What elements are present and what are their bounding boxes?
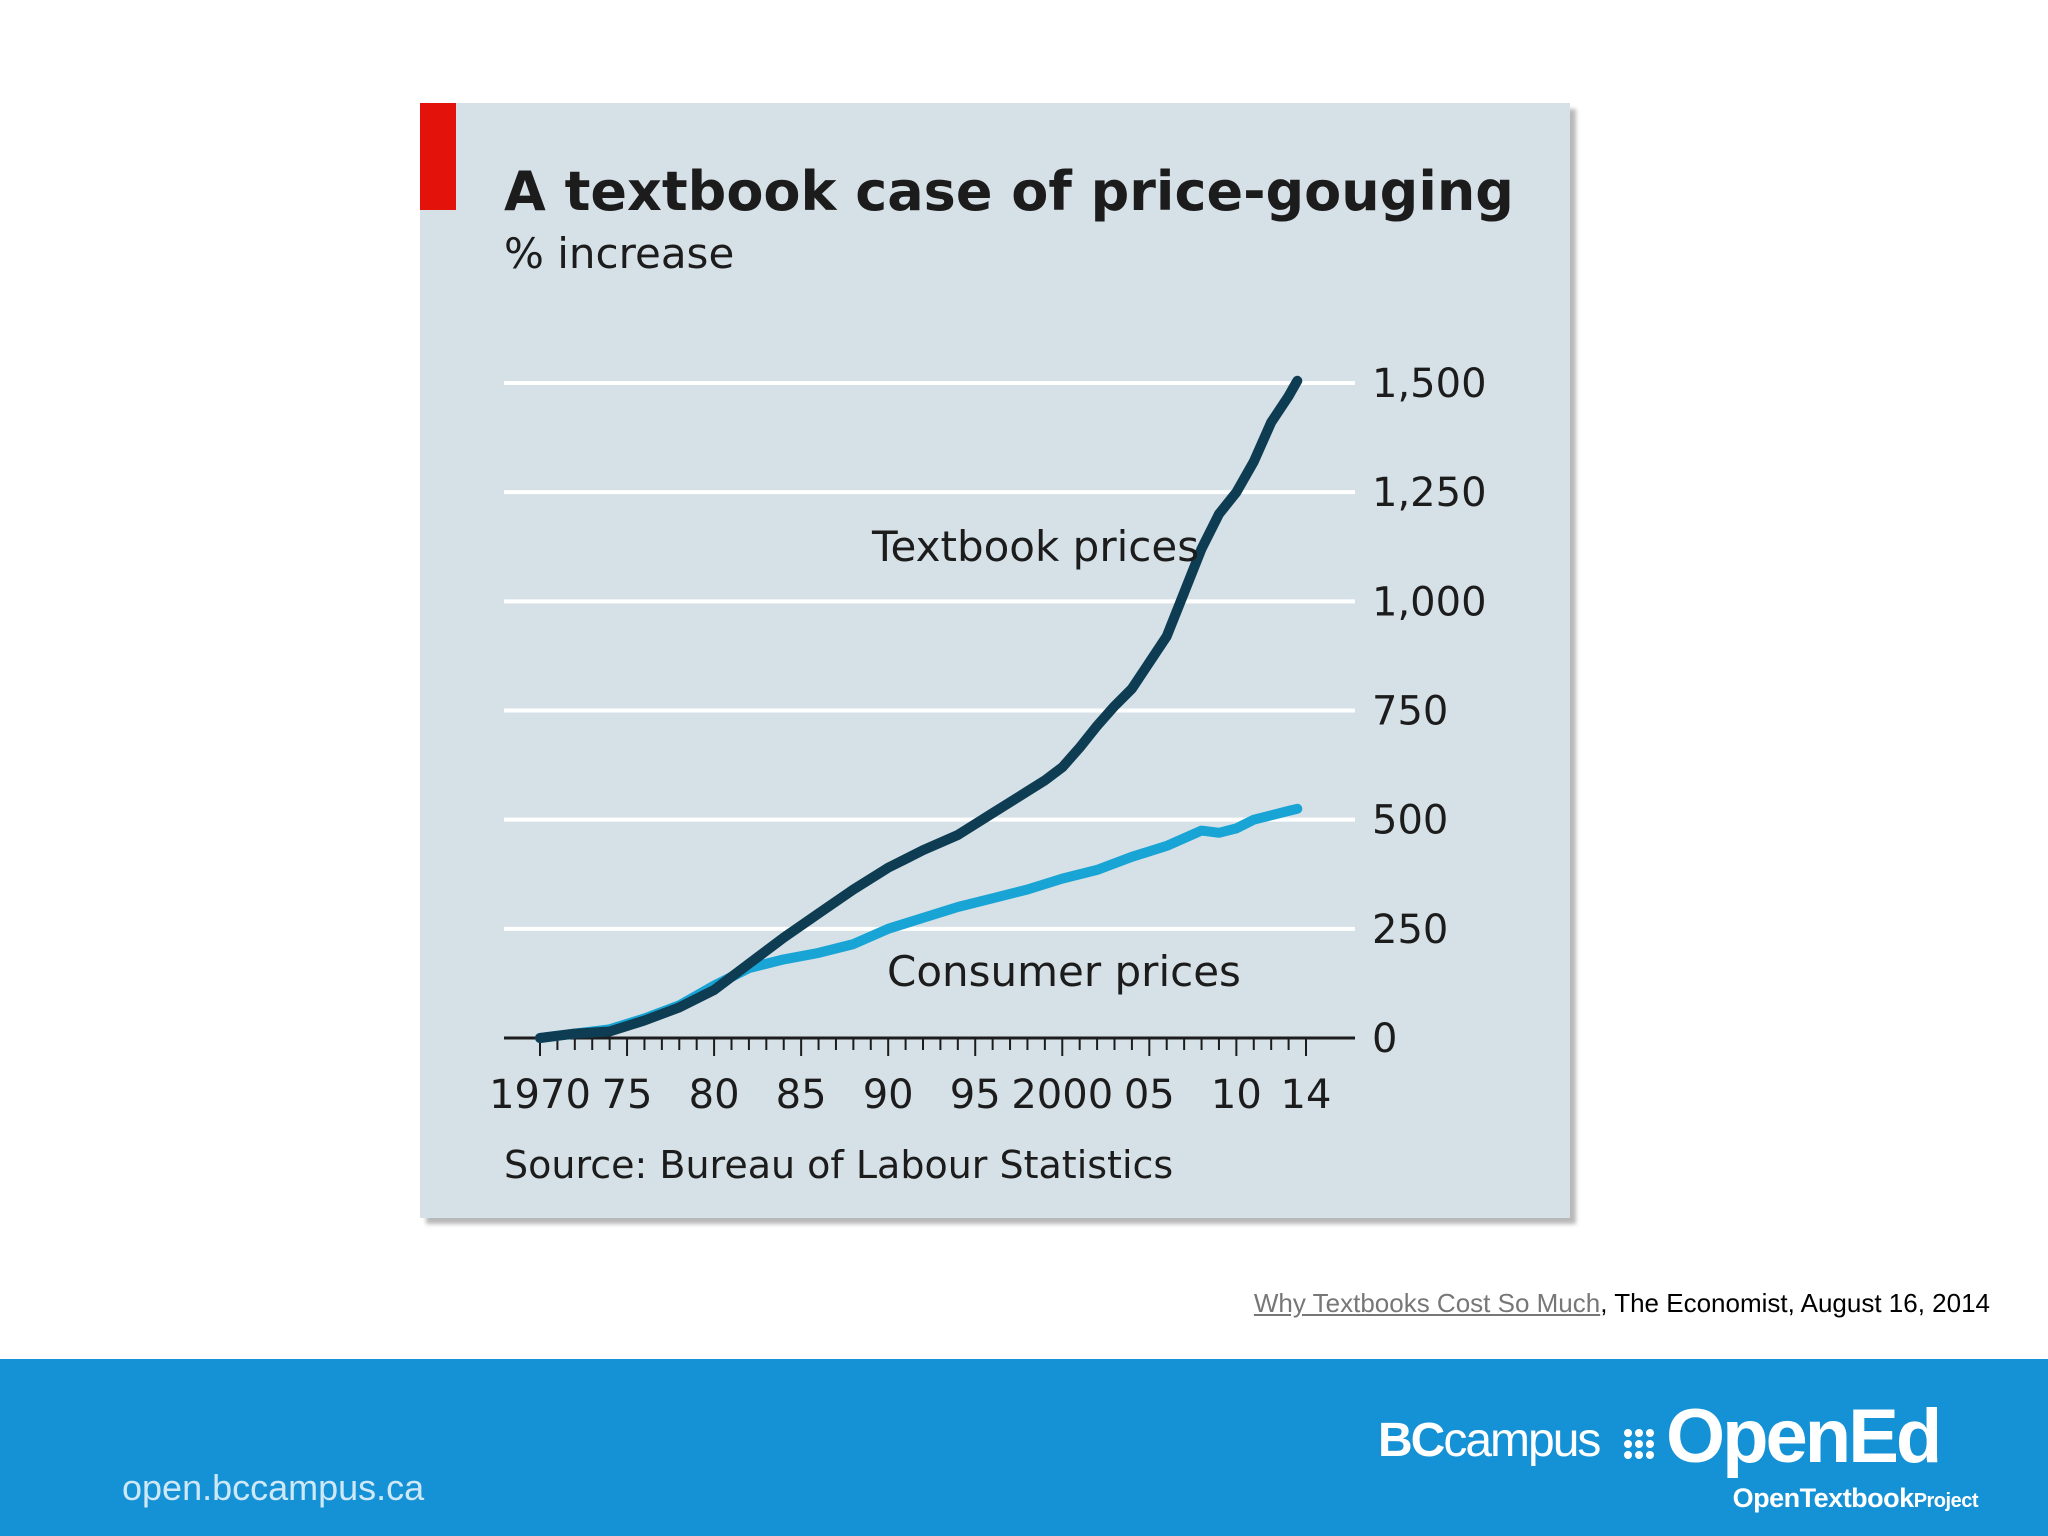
series-line-consumer-prices <box>535 803 1303 1043</box>
citation: Why Textbooks Cost So Much, The Economis… <box>1254 1288 1990 1319</box>
y-tick-label-500: 500 <box>1372 798 1448 844</box>
chart-title: A textbook case of price-gouging <box>504 160 1514 223</box>
logo-bc-bold: BC <box>1378 1414 1445 1467</box>
x-tick-label-75: 75 <box>602 1072 653 1118</box>
logo-dots-icon <box>1624 1429 1654 1459</box>
x-tick-label-05: 05 <box>1124 1072 1175 1118</box>
logo-sub-main: OpenTextbook <box>1732 1483 1915 1513</box>
y-tick-label-750: 750 <box>1372 689 1448 735</box>
x-tick-label-80: 80 <box>689 1072 740 1118</box>
logo-opened: OpenEd <box>1666 1394 1942 1479</box>
series-label-consumer: Consumer prices <box>887 947 1241 996</box>
y-tick-label-0: 0 <box>1372 1016 1397 1062</box>
series-label-textbook: Textbook prices <box>871 522 1199 571</box>
y-tick-label-250: 250 <box>1372 907 1448 953</box>
x-tick-label-10: 10 <box>1211 1072 1262 1118</box>
series-line-textbook-prices <box>535 375 1303 1043</box>
y-tick-label-1250: 1,250 <box>1372 470 1487 516</box>
logo-bc-thin: campus <box>1443 1414 1601 1467</box>
y-tick-label-1000: 1,000 <box>1372 579 1487 625</box>
y-tick-label-1500: 1,500 <box>1372 361 1487 407</box>
x-axis <box>504 1036 1355 1056</box>
footer-url[interactable]: open.bccampus.ca <box>122 1467 425 1508</box>
x-tick-label-1970: 1970 <box>489 1072 591 1118</box>
source-note: Source: Bureau of Labour Statistics <box>504 1143 1173 1187</box>
tick-labels: 0 250 500 750 1,000 1,250 1,500 1970 75 80 85 90 95 2… <box>489 361 1486 1118</box>
citation-rest: , The Economist, August 16, 2014 <box>1600 1288 1990 1318</box>
gridlines <box>504 381 1355 931</box>
x-tick-label-2000: 2000 <box>1011 1072 1113 1118</box>
accent-bar <box>420 103 456 210</box>
chart-subtitle: % increase <box>504 229 734 278</box>
bccampus-opened-logo: BCcampus OpenEd OpenTextbookProject <box>1378 1394 1979 1517</box>
logo-bccampus: BCcampus <box>1378 1413 1601 1468</box>
footer-band: open.bccampus.ca BCcampus OpenEd OpenTex… <box>0 1359 2048 1536</box>
chart-panel: A textbook case of price-gouging % incre… <box>420 103 1570 1218</box>
x-tick-label-85: 85 <box>776 1072 827 1118</box>
x-tick-label-14: 14 <box>1281 1072 1332 1118</box>
logo-subtitle: OpenTextbookProject <box>1732 1483 1979 1514</box>
x-tick-label-95: 95 <box>950 1072 1001 1118</box>
series-lines <box>535 375 1303 1043</box>
logo-sub-small: Project <box>1913 1490 1979 1512</box>
citation-link[interactable]: Why Textbooks Cost So Much <box>1253 1288 1601 1318</box>
x-tick-label-90: 90 <box>863 1072 914 1118</box>
line-chart: A textbook case of price-gouging % incre… <box>489 160 1514 1187</box>
